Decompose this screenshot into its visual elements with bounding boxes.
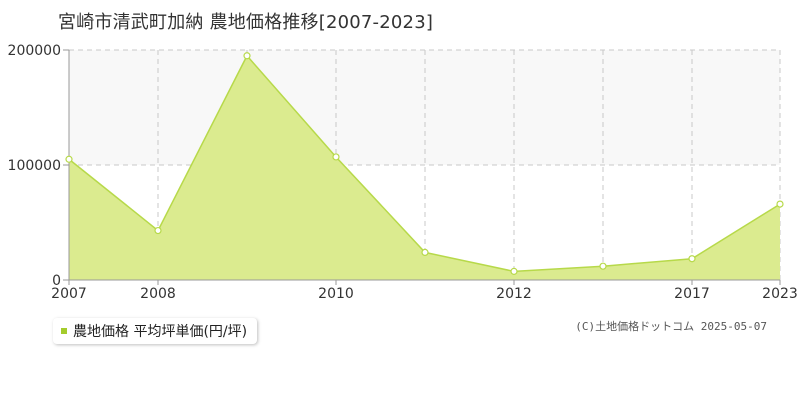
data-point-8	[776, 200, 784, 208]
y-tick-label-1: 100000	[8, 158, 61, 174]
y-tick-label-2: 200000	[8, 43, 61, 59]
data-point-2	[243, 52, 251, 60]
legend-swatch	[61, 328, 67, 334]
x-tick-label-1: 2008	[140, 286, 176, 302]
data-point-0	[65, 155, 73, 163]
legend: 農地価格 平均坪単価(円/坪)	[53, 318, 258, 344]
x-tick-label-4: 2017	[674, 286, 710, 302]
legend-label: 農地価格 平均坪単価(円/坪)	[73, 324, 248, 340]
data-point-3	[332, 153, 340, 161]
data-point-4	[421, 248, 429, 256]
x-tick-label-3: 2012	[496, 286, 532, 302]
x-tick-label-0: 2007	[51, 286, 87, 302]
y-tick-label-0: 0	[52, 273, 61, 289]
data-point-7	[688, 255, 696, 263]
x-tick-label-2: 2010	[318, 286, 354, 302]
series-area	[69, 55, 780, 280]
x-tick-label-5: 2023	[762, 286, 798, 302]
data-point-6	[599, 262, 607, 270]
chart-title: 宮崎市清武町加納 農地価格推移[2007-2023]	[58, 12, 434, 33]
data-point-5	[510, 267, 518, 275]
data-point-1	[154, 226, 162, 235]
copyright-text: (C)土地価格ドットコム 2025-05-07	[575, 320, 767, 333]
